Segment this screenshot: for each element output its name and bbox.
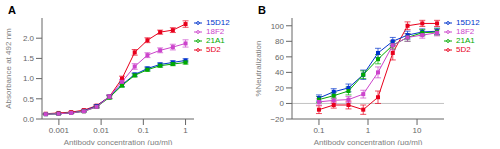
svg-text:60: 60: [275, 53, 284, 62]
svg-text:0.01: 0.01: [93, 126, 109, 135]
svg-text:40: 40: [275, 68, 284, 77]
svg-text:2.0: 2.0: [23, 34, 35, 43]
html-text:15D12: 15D12: [206, 18, 230, 27]
html-text:15D12: 15D12: [456, 18, 480, 27]
svg-text:%Neutralization: %Neutralization: [254, 40, 263, 96]
html-text:A: A: [8, 4, 16, 16]
html-text:21A1: 21A1: [456, 36, 475, 45]
svg-text:0.1: 0.1: [138, 126, 150, 135]
html-text:5D2: 5D2: [206, 45, 221, 54]
svg-text:0.0: 0.0: [23, 115, 35, 124]
svg-text:Absorbance at 492 nm: Absorbance at 492 nm: [8, 28, 13, 109]
svg-text:1.0: 1.0: [23, 74, 35, 83]
svg-text:20: 20: [275, 84, 284, 93]
svg-text:1: 1: [366, 126, 371, 135]
svg-text:0.5: 0.5: [23, 95, 35, 104]
svg-text:1.5: 1.5: [23, 54, 35, 63]
svg-text:10: 10: [413, 126, 422, 135]
html-text:21A1: 21A1: [206, 36, 225, 45]
html-text:18F2: 18F2: [206, 27, 225, 36]
svg-text:Antibody concentration (μg/ml): Antibody concentration (μg/ml): [64, 138, 173, 145]
svg-text:Antibody concentration (μg/ml): Antibody concentration (μg/ml): [314, 138, 423, 145]
html-text:5D2: 5D2: [456, 45, 471, 54]
svg-text:80: 80: [275, 37, 284, 46]
html-text:B: B: [258, 4, 266, 16]
svg-text:0.001: 0.001: [49, 126, 70, 135]
svg-text:100: 100: [271, 22, 285, 31]
svg-text:1: 1: [183, 126, 188, 135]
svg-text:0: 0: [280, 99, 285, 108]
svg-text:−20: −20: [270, 115, 284, 124]
svg-text:0.1: 0.1: [313, 126, 325, 135]
html-text:18F2: 18F2: [456, 27, 475, 36]
